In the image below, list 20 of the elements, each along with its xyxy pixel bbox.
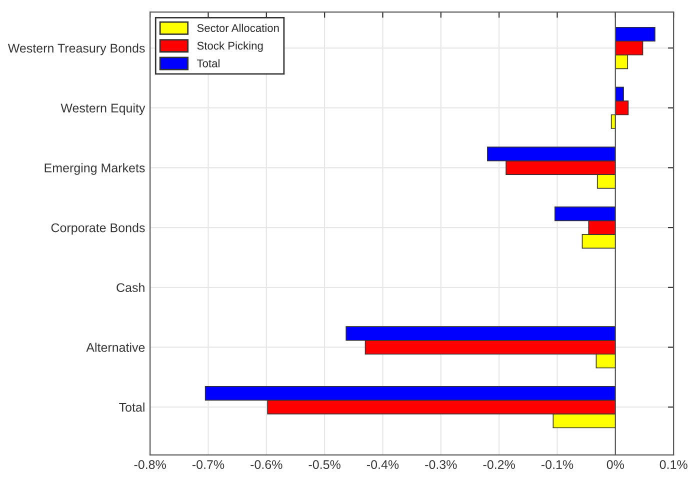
x-tick-label: -0.2%	[483, 460, 515, 470]
legend-label: Sector Allocation	[197, 24, 279, 32]
y-tick-label: Total	[119, 402, 144, 412]
y-tick-label: Alternative	[86, 342, 145, 352]
y-tick-label: Corporate Bonds	[51, 223, 145, 235]
y-tick-label: Western Treasury Bonds	[8, 43, 145, 56]
x-tick-label: -0.7%	[192, 460, 224, 470]
y-tick-label: Cash	[116, 282, 144, 292]
x-tick-label: -0.8%	[134, 460, 166, 470]
x-tick-label: -0.3%	[425, 460, 457, 470]
legend-label: Total	[196, 59, 220, 68]
x-tick-label: -0.6%	[250, 460, 282, 470]
x-tick-label: 0.1%	[660, 460, 688, 470]
legend-label: Stock Picking	[197, 41, 263, 52]
x-tick-label: 0%	[606, 460, 624, 470]
x-tick-label: -0.5%	[308, 460, 340, 470]
x-tick-label: -0.1%	[541, 460, 574, 470]
y-tick-label: Emerging Markets	[44, 163, 145, 175]
y-tick-label: Western Equity	[60, 103, 146, 115]
x-tick-label: -0.4%	[366, 460, 399, 470]
